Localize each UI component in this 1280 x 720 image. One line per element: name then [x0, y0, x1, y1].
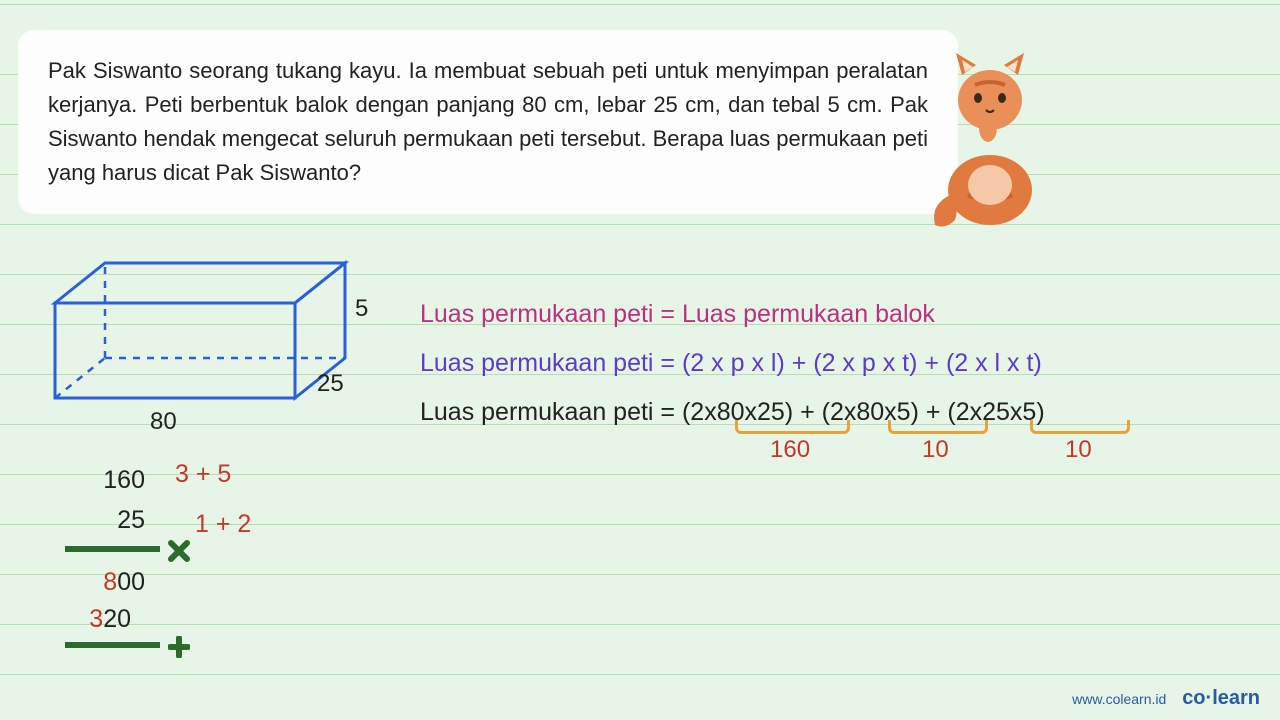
formula-line-1: Luas permukaan peti = Luas permukaan bal…	[420, 290, 1045, 339]
calc-divider-2	[65, 642, 160, 648]
cat-mascot	[920, 40, 1060, 235]
calc-r1a: 8	[103, 568, 117, 596]
bracket-mark-1	[735, 420, 850, 434]
dim-length: 80	[150, 408, 177, 436]
bracket-mark-2	[888, 420, 988, 434]
footer-brand: co·learn	[1182, 687, 1260, 709]
footer-url: www.colearn.id	[1072, 691, 1166, 707]
dim-width: 25	[317, 370, 344, 398]
bracket-value-1: 160	[770, 436, 810, 464]
carry-note-1: 3 + 5	[175, 460, 231, 489]
cuboid-diagram	[50, 258, 360, 423]
bracket-value-3: 10	[1065, 436, 1092, 464]
question-card: Pak Siswanto seorang tukang kayu. Ia mem…	[18, 30, 958, 214]
calc-n2: 25	[65, 506, 145, 535]
formula-line-2: Luas permukaan peti = (2 x p x l) + (2 x…	[420, 339, 1045, 388]
multiplication-work: 160 25 800 320	[65, 460, 190, 658]
calc-n1: 160	[65, 466, 145, 495]
bracket-value-2: 10	[922, 436, 949, 464]
dim-height: 5	[355, 295, 368, 323]
bracket-mark-3	[1030, 420, 1130, 434]
plus-icon	[168, 636, 190, 658]
footer: www.colearn.id co·learn	[1072, 687, 1260, 710]
question-text: Pak Siswanto seorang tukang kayu. Ia mem…	[48, 58, 928, 185]
calc-r2a: 3	[89, 605, 103, 633]
calc-r2b: 20	[103, 605, 131, 633]
carry-note-2: 1 + 2	[195, 510, 251, 539]
calc-r1b: 00	[117, 568, 145, 596]
formula-block: Luas permukaan peti = Luas permukaan bal…	[420, 290, 1045, 436]
multiply-icon	[168, 540, 190, 562]
calc-divider-1	[65, 546, 160, 552]
